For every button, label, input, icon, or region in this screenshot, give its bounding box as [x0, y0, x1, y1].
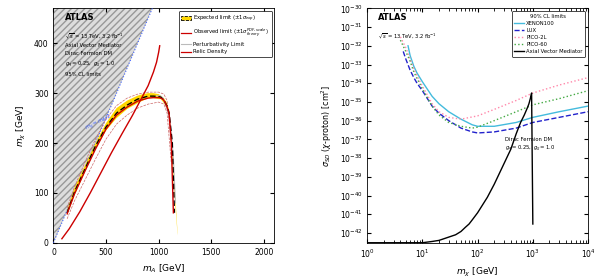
Text: ATLAS: ATLAS	[65, 13, 94, 22]
Polygon shape	[67, 93, 178, 235]
Y-axis label: $\sigma_{SD}$ ($\chi$-proton) [cm$^2$]: $\sigma_{SD}$ ($\chi$-proton) [cm$^2$]	[320, 85, 334, 167]
X-axis label: $m_\chi$ [GeV]: $m_\chi$ [GeV]	[456, 266, 499, 279]
X-axis label: $m_A$ [GeV]: $m_A$ [GeV]	[143, 262, 185, 275]
Polygon shape	[53, 8, 152, 243]
Text: $m_\chi = m_A/2$: $m_\chi = m_A/2$	[83, 112, 114, 134]
Legend: Expected limit ($\pm 1\sigma_{exp}$), Observed limit ($\pm 1\sigma^{PDF, scale}_: Expected limit ($\pm 1\sigma_{exp}$), Ob…	[179, 11, 271, 57]
Y-axis label: $m_\chi$ [GeV]: $m_\chi$ [GeV]	[15, 104, 29, 147]
Text: ATLAS: ATLAS	[378, 13, 407, 22]
Text: Dirac Fermion DM
$g_q = 0.25,\ g_\chi = 1.0$: Dirac Fermion DM $g_q = 0.25,\ g_\chi = …	[505, 137, 555, 154]
Text: $\sqrt{s}$ = 13 TeV, 3.2 fb$^{-1}$
Axial Vector Mediator
Dirac Fermion DM
$g_q =: $\sqrt{s}$ = 13 TeV, 3.2 fb$^{-1}$ Axial…	[65, 32, 124, 77]
Legend: XENON100, LUX, PICO-2L, PICO-60, Axial Vector Mediator: XENON100, LUX, PICO-2L, PICO-60, Axial V…	[511, 11, 586, 57]
Text: $\sqrt{s}$ = 13 TeV, 3.2 fb$^{-1}$: $\sqrt{s}$ = 13 TeV, 3.2 fb$^{-1}$	[378, 32, 437, 41]
